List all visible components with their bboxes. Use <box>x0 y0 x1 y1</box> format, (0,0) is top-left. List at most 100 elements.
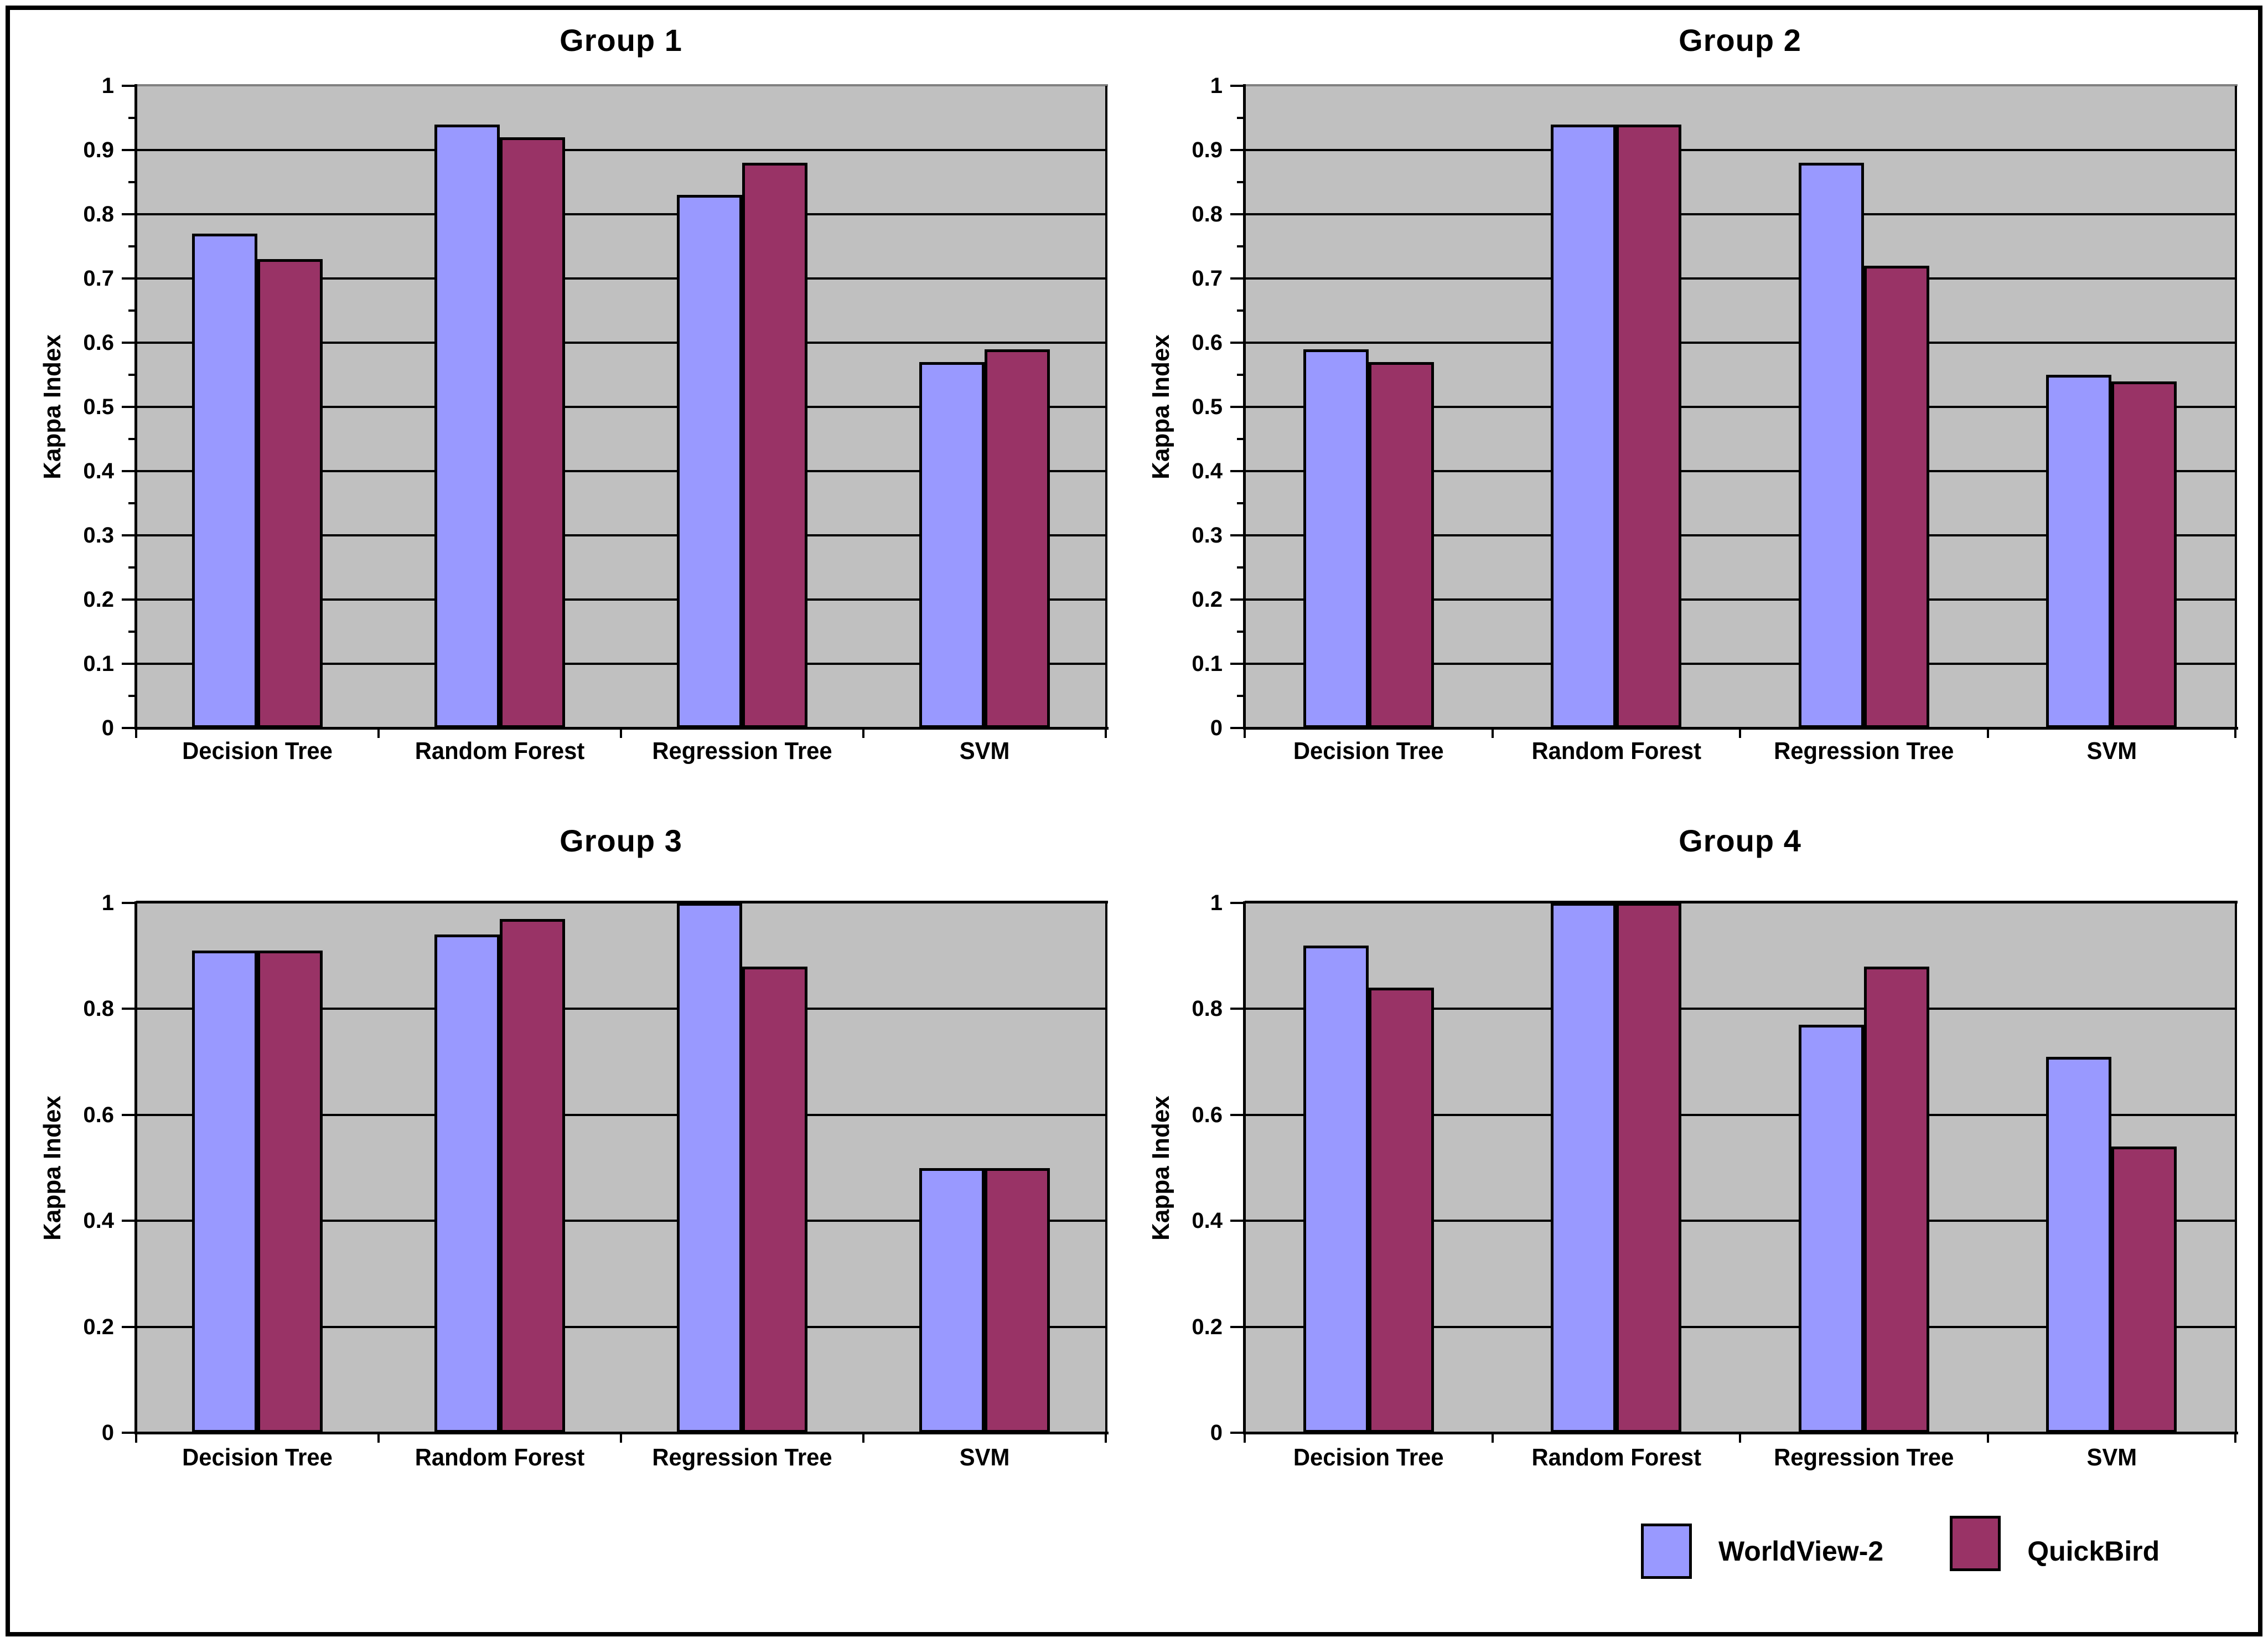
y-minor-tick <box>1237 245 1245 247</box>
gridline <box>136 213 1106 215</box>
bar-worldview-2-svm <box>2046 375 2112 728</box>
y-axis-line <box>1243 901 1246 1434</box>
x-axis-line <box>134 727 1109 730</box>
category-label-svm: SVM <box>959 1444 1010 1471</box>
plot-area-group-1 <box>136 86 1106 728</box>
y-tick-label: 0 <box>1210 1421 1223 1445</box>
x-axis-tick <box>1105 729 1107 738</box>
bar-worldview-2-random-forest <box>434 934 500 1433</box>
x-axis-tick <box>1491 1434 1494 1443</box>
x-axis-line <box>1243 1432 2238 1434</box>
y-tick-label: 0.1 <box>1192 652 1223 676</box>
panel-title-group-3: Group 3 <box>560 823 682 858</box>
bar-quickbird-random-forest <box>500 918 565 1433</box>
y-major-tick <box>122 902 136 904</box>
y-major-tick <box>1230 1008 1245 1010</box>
panel-title-group-2: Group 2 <box>1679 23 1801 58</box>
y-tick-label: 0.9 <box>83 138 114 162</box>
plot-area-group-4 <box>1245 903 2235 1433</box>
y-tick-label: 0.3 <box>83 523 114 548</box>
y-tick-label: 0.8 <box>83 202 114 226</box>
gridline <box>136 663 1106 665</box>
gridline <box>136 1008 1106 1010</box>
y-tick-label: 0.4 <box>1192 1209 1223 1233</box>
gridline <box>1245 342 2235 344</box>
y-major-tick <box>122 1113 136 1116</box>
gridline <box>1245 277 2235 280</box>
y-tick-label: 0.2 <box>1192 587 1223 612</box>
y-tick-label: 0.6 <box>83 1102 114 1127</box>
y-tick-label: 0.6 <box>1192 1102 1223 1127</box>
y-tick-label: 0 <box>1210 716 1223 740</box>
y-major-tick <box>122 470 136 472</box>
x-axis-tick <box>1739 729 1741 738</box>
plot-right-border <box>2235 903 2237 1433</box>
bar-worldview-2-regression-tree <box>1798 1025 1864 1433</box>
x-axis-tick <box>620 1434 622 1443</box>
gridline <box>136 1113 1106 1116</box>
category-label-regression-tree: Regression Tree <box>652 1444 832 1471</box>
plot-right-border <box>1105 903 1107 1433</box>
panel-title-group-4: Group 4 <box>1679 823 1801 858</box>
bar-quickbird-decision-tree <box>1368 988 1434 1433</box>
bar-worldview-2-regression-tree <box>677 903 742 1433</box>
y-minor-tick <box>1237 631 1245 633</box>
bar-quickbird-svm <box>985 349 1050 728</box>
bar-worldview-2-random-forest <box>434 124 500 728</box>
x-axis-tick <box>377 729 380 738</box>
y-major-tick <box>1230 727 1245 729</box>
gridline <box>136 534 1106 536</box>
category-label-random-forest: Random Forest <box>1531 1444 1701 1471</box>
bar-worldview-2-decision-tree <box>1303 349 1369 728</box>
bar-quickbird-regression-tree <box>1863 265 1929 728</box>
gridline <box>1245 534 2235 536</box>
y-major-tick <box>122 406 136 408</box>
y-major-tick <box>1230 1220 1245 1222</box>
gridline <box>136 149 1106 151</box>
x-axis-line <box>1243 727 2238 730</box>
bar-quickbird-regression-tree <box>742 966 807 1433</box>
y-major-tick <box>1230 470 1245 472</box>
y-major-tick <box>122 1220 136 1222</box>
legend: WorldView-2 QuickBird <box>1641 1516 2160 1579</box>
y-tick-label: 0.1 <box>83 652 114 676</box>
y-major-tick <box>122 1325 136 1328</box>
y-tick-label: 0.2 <box>83 587 114 612</box>
y-major-tick <box>1230 342 1245 344</box>
bar-quickbird-decision-tree <box>1368 362 1434 728</box>
x-axis-tick <box>377 1434 380 1443</box>
y-major-tick <box>1230 85 1245 87</box>
y-major-tick <box>122 85 136 87</box>
plot-right-border <box>1105 86 1107 728</box>
x-axis-tick <box>1105 1434 1107 1443</box>
y-minor-tick <box>1237 695 1245 697</box>
worldview-2-color-swatch <box>1641 1524 1692 1579</box>
y-minor-tick <box>128 438 136 440</box>
category-label-decision-tree: Decision Tree <box>1293 737 1444 765</box>
bar-quickbird-regression-tree <box>742 163 807 728</box>
x-axis-tick <box>1739 1434 1741 1443</box>
y-minor-tick <box>1237 566 1245 569</box>
y-major-tick <box>1230 1325 1245 1328</box>
y-major-tick <box>122 727 136 729</box>
x-axis-tick <box>2234 1434 2236 1443</box>
gridline <box>1245 1008 2235 1010</box>
category-label-regression-tree: Regression Tree <box>1774 737 1954 765</box>
y-major-tick <box>1230 902 1245 904</box>
y-minor-tick <box>1237 181 1245 183</box>
y-minor-tick <box>1237 438 1245 440</box>
gridline <box>1245 1220 2235 1222</box>
bar-worldview-2-svm <box>2046 1056 2112 1433</box>
y-major-tick <box>122 342 136 344</box>
panel-title-group-1: Group 1 <box>560 23 682 58</box>
plot-right-border <box>2235 86 2237 728</box>
plot-top-border <box>1245 901 2238 903</box>
bar-worldview-2-decision-tree <box>192 951 257 1433</box>
y-major-tick <box>122 598 136 601</box>
bar-quickbird-regression-tree <box>1863 966 1929 1433</box>
bar-quickbird-svm <box>2111 1147 2177 1433</box>
x-axis-tick <box>1491 729 1494 738</box>
y-tick-label: 0.6 <box>83 331 114 355</box>
legend-label-worldview-2: WorldView-2 <box>1718 1536 1884 1567</box>
